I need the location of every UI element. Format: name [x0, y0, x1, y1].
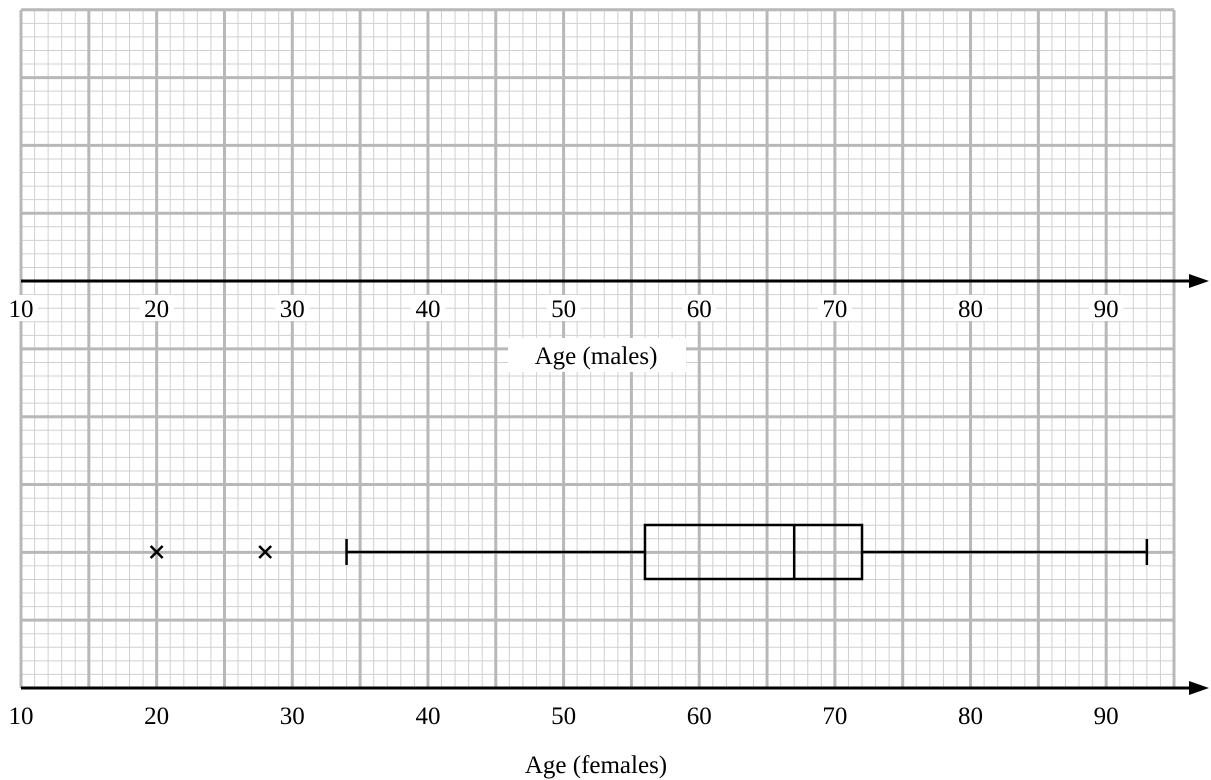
tick-label-bg — [139, 295, 174, 321]
tick-label: 10 — [9, 703, 34, 730]
tick-label-bg — [682, 295, 717, 321]
axis-arrowhead — [1189, 274, 1209, 288]
tick-label-bg — [953, 295, 988, 321]
outlier-marker — [149, 545, 164, 559]
tick-label: 70 — [822, 296, 847, 323]
tick-label: 10 — [9, 296, 34, 323]
female-age-axis: 10 20 30 40 50 60 70 80 90 — [9, 681, 1209, 730]
tick-label: 40 — [415, 703, 440, 730]
outlier-cross-stroke — [258, 545, 273, 559]
tick-label: 30 — [280, 296, 305, 323]
tick-label: 60 — [687, 296, 712, 323]
tick-label: 80 — [958, 296, 983, 323]
male-axis-title-bg — [508, 338, 686, 372]
tick-label-bg — [275, 295, 310, 321]
tick-label: 70 — [822, 703, 847, 730]
tick-label-bg — [1089, 295, 1124, 321]
female-box-plot — [149, 523, 1149, 581]
tick-label-bg — [410, 295, 445, 321]
tick-label-bg — [817, 295, 852, 321]
outlier-cross-stroke — [149, 545, 164, 559]
tick-label: 20 — [144, 296, 169, 323]
male-age-axis: 10 20 30 40 50 60 70 80 90 — [4, 274, 1209, 323]
tick-label: 40 — [415, 296, 440, 323]
tick-label-bg — [4, 295, 38, 321]
axis-arrowhead — [1189, 681, 1209, 695]
female-axis-title: Age (females) — [525, 752, 667, 779]
tick-label: 50 — [551, 296, 576, 323]
tick-label: 60 — [687, 703, 712, 730]
tick-label-bg — [546, 295, 581, 321]
tick-label: 90 — [1094, 296, 1119, 323]
interquartile-box — [643, 523, 864, 581]
tick-label: 80 — [958, 703, 983, 730]
tick-label: 50 — [551, 703, 576, 730]
outlier-marker — [258, 545, 273, 559]
tick-label: 90 — [1094, 703, 1119, 730]
male-axis-title: Age (males) — [535, 343, 658, 370]
tick-label: 20 — [144, 703, 169, 730]
tick-label: 30 — [280, 703, 305, 730]
